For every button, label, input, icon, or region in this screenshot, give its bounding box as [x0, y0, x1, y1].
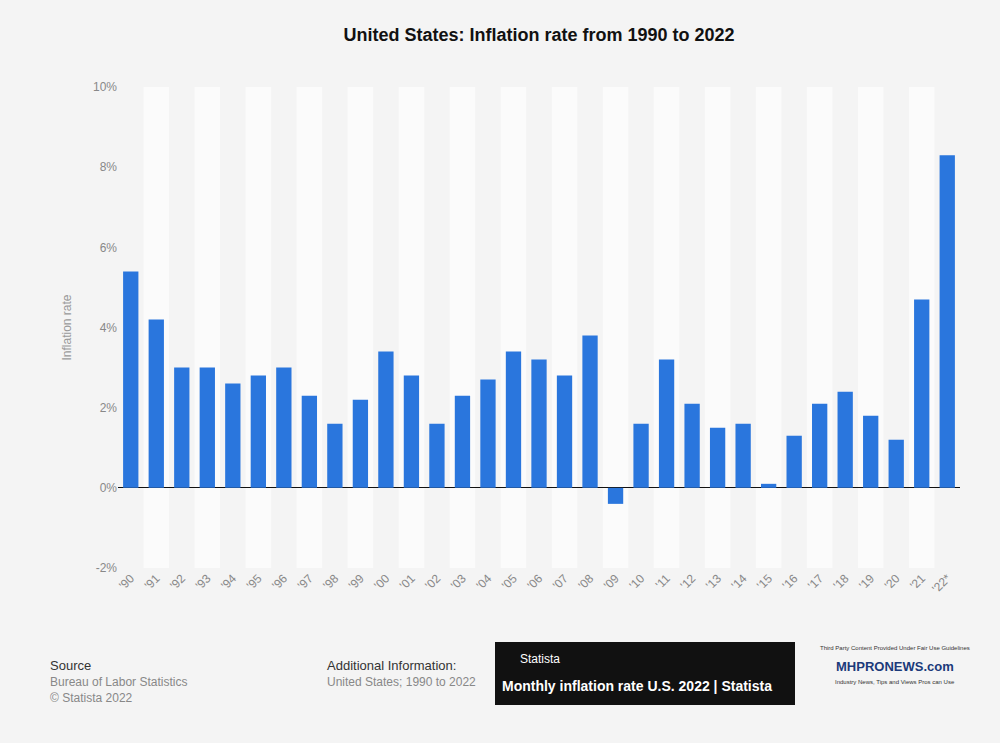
svg-text:Source: Source — [50, 658, 91, 673]
svg-text:'94: '94 — [218, 571, 239, 592]
svg-text:-2%: -2% — [96, 561, 118, 575]
svg-text:0%: 0% — [100, 481, 118, 495]
svg-text:'12: '12 — [677, 571, 698, 592]
svg-text:Inflation rate: Inflation rate — [60, 294, 74, 360]
svg-text:Bureau of Labor Statistics: Bureau of Labor Statistics — [50, 675, 187, 689]
svg-text:'04: '04 — [473, 571, 494, 592]
svg-text:Industry News, Tips and Views: Industry News, Tips and Views Pros can U… — [835, 679, 955, 685]
svg-text:'17: '17 — [805, 571, 826, 592]
svg-text:'18: '18 — [831, 571, 852, 592]
svg-text:'03: '03 — [448, 571, 469, 592]
svg-text:'15: '15 — [754, 571, 775, 592]
svg-text:10%: 10% — [93, 80, 117, 94]
svg-text:4%: 4% — [100, 321, 118, 335]
svg-text:'98: '98 — [320, 571, 341, 592]
svg-text:'22*: '22* — [929, 571, 953, 595]
svg-text:'99: '99 — [346, 571, 367, 592]
svg-text:'96: '96 — [269, 571, 290, 592]
svg-text:Statista: Statista — [520, 652, 560, 666]
svg-text:'06: '06 — [524, 571, 545, 592]
svg-text:'05: '05 — [499, 571, 520, 592]
svg-text:2%: 2% — [100, 401, 118, 415]
svg-text:'21: '21 — [907, 571, 928, 592]
svg-text:'08: '08 — [575, 571, 596, 592]
svg-text:'14: '14 — [729, 571, 750, 592]
svg-text:United States; 1990 to 2022: United States; 1990 to 2022 — [327, 675, 476, 689]
svg-text:'20: '20 — [882, 571, 903, 592]
svg-text:'90: '90 — [116, 571, 137, 592]
svg-text:MHPRONEWS.com: MHPRONEWS.com — [836, 659, 954, 674]
svg-text:© Statista 2022: © Statista 2022 — [50, 691, 133, 705]
svg-text:'93: '93 — [193, 571, 214, 592]
svg-text:'91: '91 — [142, 571, 163, 592]
svg-text:6%: 6% — [100, 241, 118, 255]
svg-text:'92: '92 — [167, 571, 188, 592]
svg-text:'95: '95 — [244, 571, 265, 592]
svg-text:'01: '01 — [397, 571, 418, 592]
svg-text:8%: 8% — [100, 160, 118, 174]
svg-text:'11: '11 — [653, 571, 674, 592]
svg-text:'19: '19 — [856, 571, 877, 592]
svg-text:'10: '10 — [626, 571, 647, 592]
svg-text:Monthly inflation rate U.S. 20: Monthly inflation rate U.S. 2022 | Stati… — [502, 678, 772, 694]
svg-text:'07: '07 — [550, 571, 571, 592]
svg-text:'02: '02 — [422, 571, 443, 592]
svg-text:'13: '13 — [703, 571, 724, 592]
svg-text:United States: Inflation rate: United States: Inflation rate from 1990 … — [343, 25, 734, 45]
svg-text:'00: '00 — [371, 571, 392, 592]
svg-text:'16: '16 — [780, 571, 801, 592]
svg-text:'09: '09 — [601, 571, 622, 592]
svg-text:'97: '97 — [295, 571, 316, 592]
svg-text:Additional Information:: Additional Information: — [327, 658, 456, 673]
svg-text:Third Party Content Provided U: Third Party Content Provided Under Fair … — [820, 645, 970, 651]
